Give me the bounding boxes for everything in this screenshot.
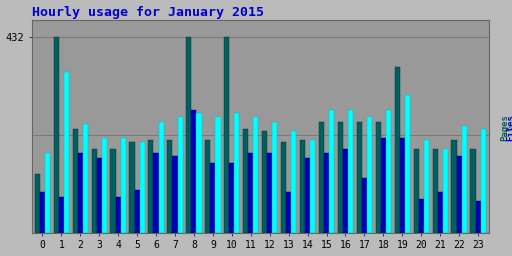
Bar (419, 199, 424, 233)
Bar (121, 137, 126, 233)
Bar (381, 137, 386, 233)
Bar (414, 149, 419, 233)
Text: Hourly usage for January 2015: Hourly usage for January 2015 (32, 6, 264, 18)
Bar (191, 110, 197, 233)
Bar (83, 124, 88, 233)
Text: /: / (503, 120, 512, 136)
Bar (248, 153, 253, 233)
Bar (286, 192, 291, 233)
Bar (310, 140, 315, 233)
Bar (64, 72, 69, 233)
Bar (395, 67, 400, 233)
Bar (130, 142, 135, 233)
Bar (386, 110, 391, 233)
Bar (92, 149, 97, 233)
Bar (148, 140, 154, 233)
Bar (243, 129, 248, 233)
Bar (319, 122, 324, 233)
Bar (216, 117, 221, 233)
Bar (324, 153, 329, 233)
Bar (210, 163, 216, 233)
Bar (173, 156, 178, 233)
Bar (59, 197, 64, 233)
Bar (424, 140, 429, 233)
Text: /: / (509, 120, 512, 136)
Bar (457, 156, 462, 233)
Bar (357, 122, 362, 233)
Bar (40, 192, 45, 233)
Bar (154, 153, 159, 233)
Bar (159, 122, 164, 233)
Bar (102, 137, 107, 233)
Bar (97, 158, 102, 233)
Bar (135, 190, 140, 233)
Bar (400, 137, 405, 233)
Bar (197, 113, 202, 233)
Bar (140, 142, 145, 233)
Bar (438, 192, 443, 233)
Bar (362, 178, 367, 233)
Bar (338, 122, 343, 233)
Bar (262, 131, 267, 233)
Bar (35, 174, 40, 233)
Bar (471, 149, 476, 233)
Bar (367, 117, 372, 233)
Bar (443, 149, 448, 233)
Bar (253, 117, 259, 233)
Bar (167, 140, 173, 233)
Bar (405, 94, 410, 233)
Bar (111, 149, 116, 233)
Bar (78, 153, 83, 233)
Bar (178, 117, 183, 233)
Bar (224, 37, 229, 233)
Bar (45, 153, 50, 233)
Bar (376, 122, 381, 233)
Bar (205, 140, 210, 233)
Bar (300, 140, 305, 233)
Bar (329, 110, 334, 233)
Bar (305, 158, 310, 233)
Bar (348, 110, 353, 233)
Bar (229, 163, 234, 233)
Bar (267, 153, 272, 233)
Bar (481, 129, 486, 233)
Bar (54, 37, 59, 233)
Bar (234, 113, 240, 233)
Text: Pages: Pages (500, 115, 509, 141)
Bar (281, 142, 286, 233)
Bar (291, 131, 296, 233)
Bar (433, 149, 438, 233)
Text: Files: Files (506, 115, 512, 141)
Bar (73, 129, 78, 233)
Bar (343, 149, 348, 233)
Bar (186, 37, 191, 233)
Bar (272, 122, 278, 233)
Bar (476, 201, 481, 233)
Bar (116, 197, 121, 233)
Bar (462, 126, 467, 233)
Bar (452, 140, 457, 233)
